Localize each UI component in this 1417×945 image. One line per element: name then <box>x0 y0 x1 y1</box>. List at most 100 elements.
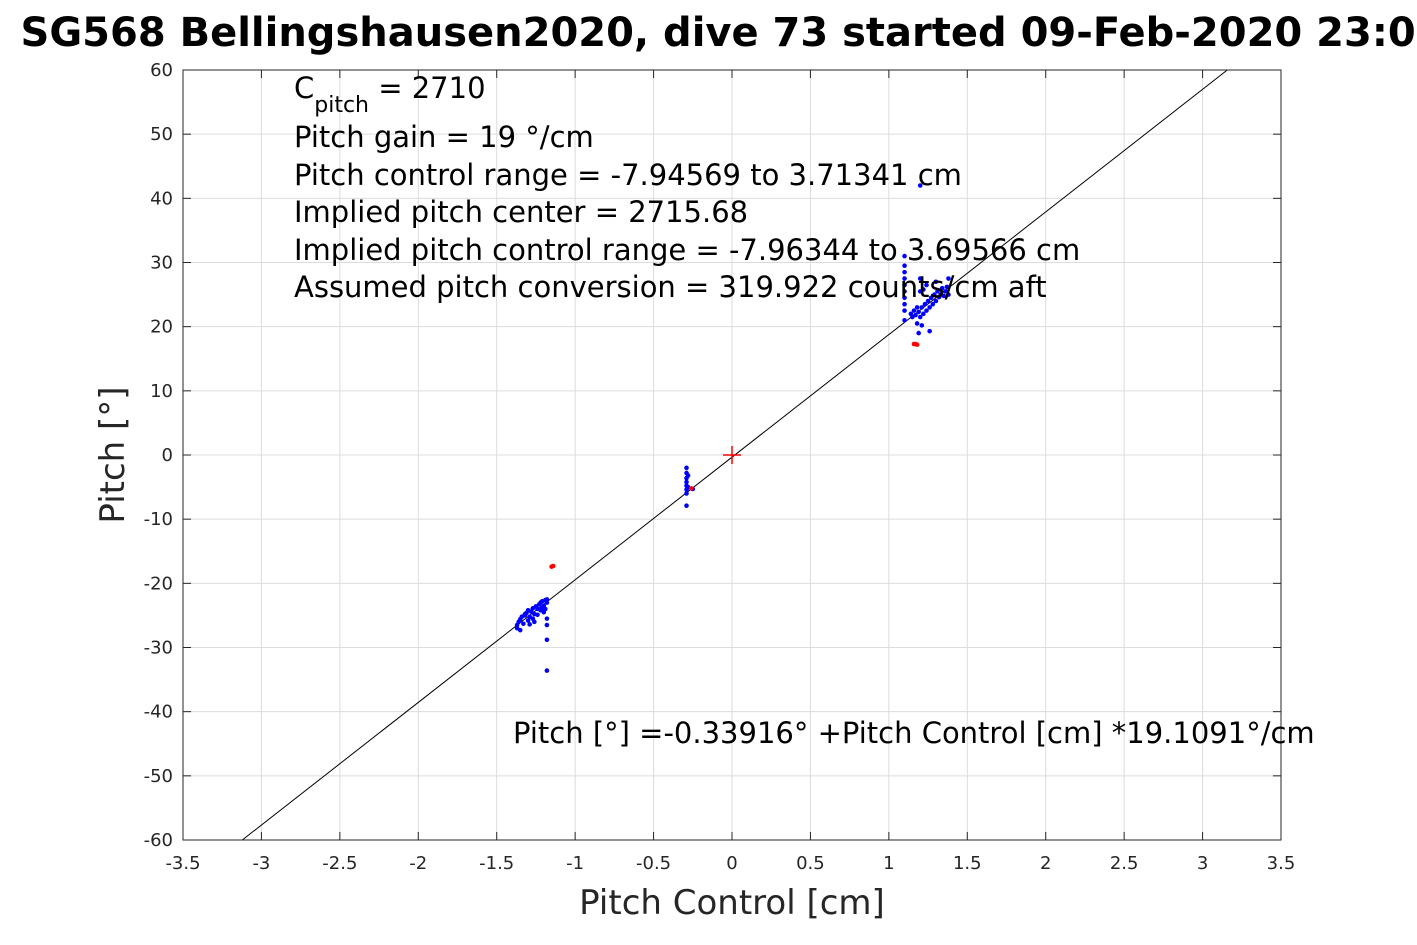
data-point-blue <box>544 616 550 621</box>
data-point-blue <box>943 289 948 294</box>
data-point-blue <box>916 330 921 336</box>
data-point-blue <box>684 465 689 471</box>
annotation-line-implied-center: Implied pitch center = 2715.68 <box>294 195 748 229</box>
data-point-blue <box>924 308 929 313</box>
data-point-red <box>688 486 694 491</box>
center-marker-layer <box>723 446 741 464</box>
data-point-blue <box>522 611 528 617</box>
x-tick-label: 2 <box>1040 853 1051 874</box>
data-point-blue <box>921 287 926 292</box>
x-tick-label: -1 <box>566 853 584 874</box>
data-point-red <box>550 563 556 569</box>
data-point-blue <box>902 263 907 269</box>
annotation-line-control-range: Pitch control range = -7.94569 to 3.7134… <box>294 158 962 192</box>
x-tick-labels: -3.5 -3 -2.5 -2 -1.5 -1 -0.5 0 0.5 1 1.5 2 2.5 3 3.5 <box>165 853 1295 874</box>
data-point-blue <box>916 309 921 315</box>
data-point-blue <box>902 289 907 294</box>
data-point-blue <box>941 293 947 299</box>
data-point-blue <box>919 323 925 328</box>
data-point-blue <box>946 292 951 297</box>
data-point-blue <box>939 285 945 291</box>
y-tick-label: 40 <box>150 188 173 209</box>
c-pitch-value: = 2710 <box>369 71 486 105</box>
x-tick-label: 1 <box>883 853 894 874</box>
data-point-blue <box>919 305 925 310</box>
data-point-blue <box>544 597 550 602</box>
data-point-red <box>914 342 920 347</box>
y-tick-label: 50 <box>150 124 173 145</box>
data-point-blue <box>922 301 928 307</box>
data-point-blue <box>921 311 926 317</box>
y-axis-label: Pitch [°] <box>93 386 133 523</box>
chart-title: SG568 Bellingshausen2020, dive 73 starte… <box>21 10 1417 56</box>
c-pitch-subscript: pitch <box>314 93 369 118</box>
annotation-line-implied-range: Implied pitch control range = -7.96344 t… <box>294 233 1080 267</box>
data-point-blue <box>902 282 907 288</box>
data-point-blue <box>902 269 907 275</box>
y-tick-label: -60 <box>144 830 173 851</box>
x-axis-label: Pitch Control [cm] <box>579 883 885 923</box>
y-tick-label: 60 <box>150 60 173 81</box>
x-tick-label: 0 <box>726 853 737 874</box>
data-point-blue <box>685 473 691 478</box>
x-tick-label: -2.5 <box>322 853 357 874</box>
x-tick-label: -3 <box>252 853 270 874</box>
x-tick-label: 3.5 <box>1267 853 1296 874</box>
data-point-blue <box>946 276 951 281</box>
fit-equation-label: Pitch [°] =-0.33916° +Pitch Control [cm]… <box>513 716 1315 750</box>
c-pitch-symbol: C <box>294 71 314 105</box>
data-point-blue <box>543 606 548 612</box>
data-point-blue <box>944 284 950 290</box>
data-point-blue <box>902 301 907 307</box>
y-tick-labels: -60 -50 -40 -30 -20 -10 0 10 20 30 40 50 60 <box>144 60 173 851</box>
data-point-blue <box>913 312 918 318</box>
x-tick-label: 3 <box>1197 853 1208 874</box>
plot-frame <box>182 69 1282 841</box>
points-layer <box>514 183 951 673</box>
y-tick-label: 10 <box>150 381 173 402</box>
data-point-blue <box>684 479 689 485</box>
data-point-blue <box>521 621 526 627</box>
data-point-blue <box>917 276 923 281</box>
data-point-blue <box>544 668 550 673</box>
data-point-blue <box>684 503 689 508</box>
data-point-blue <box>535 612 540 618</box>
data-point-blue <box>902 317 907 323</box>
data-point-blue <box>924 282 929 288</box>
x-tick-label: -0.5 <box>636 853 671 874</box>
x-tick-label: 1.5 <box>953 853 982 874</box>
x-tick-label: -3.5 <box>165 853 200 874</box>
data-point-blue <box>917 183 923 188</box>
data-point-blue <box>927 305 932 310</box>
y-tick-label: -50 <box>144 766 173 787</box>
y-tick-label: -30 <box>144 638 173 659</box>
data-point-blue <box>935 289 940 294</box>
data-point-blue <box>902 276 907 281</box>
data-point-blue <box>544 622 550 628</box>
x-tick-label: -2 <box>409 853 427 874</box>
x-tick-label: 2.5 <box>1110 853 1139 874</box>
y-tick-label: 20 <box>150 317 173 338</box>
data-point-blue <box>902 295 907 301</box>
data-point-blue <box>914 305 920 310</box>
data-point-blue <box>902 253 907 259</box>
c-pitch-annotation: Cpitch = 2710 <box>294 71 486 118</box>
data-point-blue <box>933 298 939 304</box>
data-point-blue <box>684 491 689 496</box>
data-point-blue <box>544 600 550 605</box>
data-point-blue <box>902 308 907 313</box>
y-tick-label: 30 <box>150 253 173 274</box>
data-point-blue <box>927 328 932 334</box>
data-point-blue <box>525 618 531 623</box>
x-tick-label: -1.5 <box>479 853 514 874</box>
data-point-blue <box>914 321 920 326</box>
y-tick-label: -10 <box>144 509 173 530</box>
y-tick-label: 0 <box>162 445 173 466</box>
x-tick-label: 0.5 <box>796 853 825 874</box>
data-point-blue <box>925 298 931 304</box>
data-point-blue <box>517 627 523 633</box>
data-point-blue <box>930 301 936 307</box>
data-point-blue <box>932 292 937 297</box>
annotation-line-conversion: Assumed pitch conversion = 319.922 count… <box>294 270 1047 304</box>
